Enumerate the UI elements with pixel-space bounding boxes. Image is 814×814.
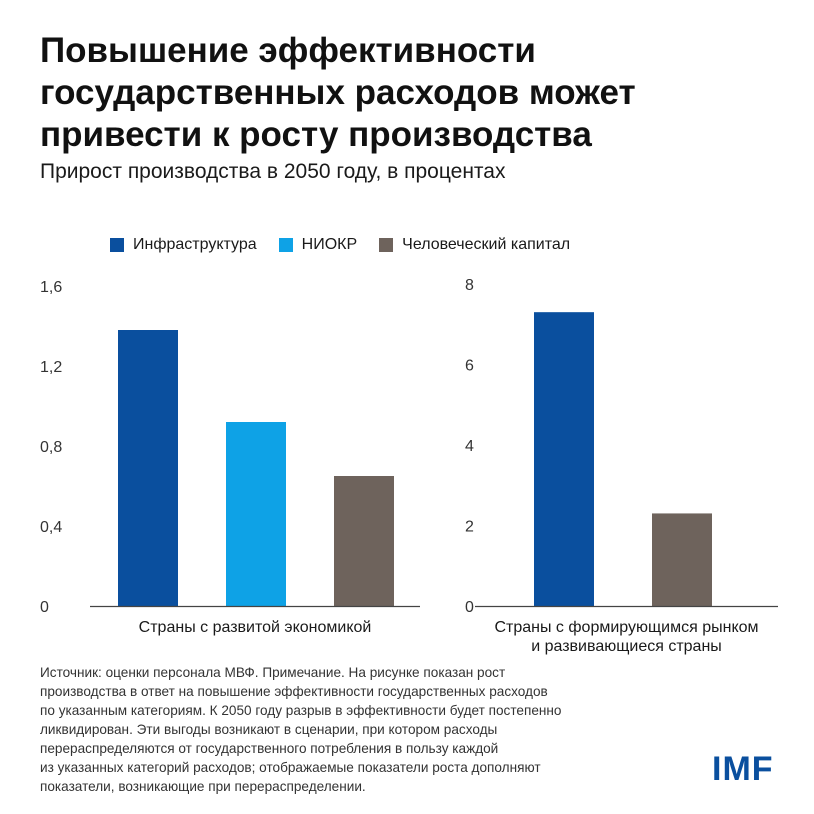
bar [118,330,178,606]
bar [534,312,594,606]
y-tick-label: 6 [465,358,474,375]
legend-item-rnd: НИОКР [278,236,358,254]
bar [652,513,712,606]
x-category-label: Страны с формирующимся рынком [494,619,758,636]
legend: Инфраструктура НИОКР Человеческий капита… [110,236,592,254]
y-tick-label: 0,4 [40,519,62,536]
y-tick-label: 1,2 [40,359,62,376]
legend-swatch-rnd [278,238,293,252]
y-tick-label: 2 [465,519,474,536]
legend-label-human-capital: Человеческий капитал [402,236,571,253]
y-tick-label: 4 [465,438,474,455]
legend-swatch-infrastructure [110,238,124,252]
legend-item-infrastructure: Инфраструктура [110,236,257,254]
legend-item-human-capital: Человеческий капитал [379,236,570,254]
footnote-line: показатели, возникающие при перераспреде… [40,779,366,794]
y-tick-label: 8 [465,277,474,294]
footnote-line: по указанным категориям. К 2050 году раз… [40,703,562,718]
legend-label-infrastructure: Инфраструктура [133,236,257,253]
y-tick-label: 0 [40,599,49,616]
y-tick-label: 1,6 [40,279,62,296]
y-tick-label: 0,8 [40,439,62,456]
bar [226,422,286,606]
footnote-line: из указанных категорий расходов; отображ… [40,760,541,775]
x-category-label: Страны с развитой экономикой [139,619,372,636]
x-category-label: и развивающиеся страны [531,638,722,655]
page-title: Повышение эффективности государственных … [40,31,636,154]
footnote-line: производства в ответ на повышение эффект… [40,684,548,699]
footnote: Источник: оценки персонала МВФ. Примечан… [40,663,690,796]
footnote-line: Источник: оценки персонала МВФ. Примечан… [40,665,506,680]
footnote-line: ликвидирован. Эти выгоды возникают в сце… [40,722,498,737]
bar [334,476,394,606]
y-tick-label: 0 [465,599,474,616]
footnote-line: перераспределяются от государственного п… [40,741,499,756]
imf-logo: IMF [712,750,774,788]
chart-subtitle: Прирост производства в 2050 году, в проц… [40,160,506,183]
legend-swatch-human-capital [379,238,394,252]
legend-label-rnd: НИОКР [301,236,358,253]
